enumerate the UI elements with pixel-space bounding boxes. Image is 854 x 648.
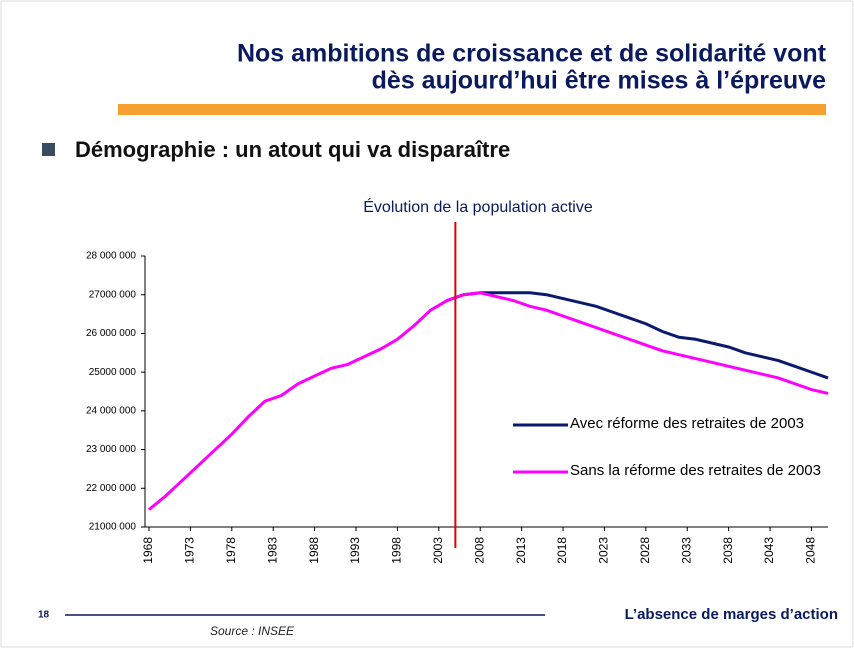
y-tick-label: 26 000 000 xyxy=(86,328,136,339)
slide-title: dès aujourd’hui être mises à l’épreuve xyxy=(372,67,826,95)
orange-rule xyxy=(118,104,826,115)
y-tick-label: 23 000 000 xyxy=(86,444,136,455)
x-tick-label: 2028 xyxy=(638,537,652,564)
y-tick-label: 24 000 000 xyxy=(86,405,136,416)
x-tick-label: 2018 xyxy=(555,537,569,564)
x-tick-label: 1983 xyxy=(265,537,279,564)
x-tick-label: 2008 xyxy=(472,537,486,564)
x-tick-label: 1993 xyxy=(348,537,362,564)
x-tick-label: 2033 xyxy=(679,537,693,564)
series-line xyxy=(446,291,829,380)
series-line xyxy=(148,291,829,511)
bullet-square xyxy=(42,143,55,156)
page-number: 18 xyxy=(38,610,50,621)
slide-title: Nos ambitions de croissance et de solida… xyxy=(237,40,827,68)
x-tick-label: 1968 xyxy=(141,537,155,564)
x-tick-label: 1978 xyxy=(224,537,238,564)
x-tick-label: 2023 xyxy=(597,537,611,564)
x-tick-label: 1988 xyxy=(307,537,321,564)
x-tick-label: 2013 xyxy=(514,537,528,564)
x-tick-label: 1973 xyxy=(183,537,197,564)
x-tick-label: 2003 xyxy=(431,537,445,564)
footer-text: L’absence de marges d’action xyxy=(625,606,838,623)
x-tick-label: 2038 xyxy=(721,537,735,564)
y-tick-label: 22 000 000 xyxy=(86,483,136,494)
source: Source : INSEE xyxy=(210,624,295,638)
x-tick-label: 2048 xyxy=(804,537,818,564)
x-tick-label: 1998 xyxy=(390,537,404,564)
x-tick-label: 2043 xyxy=(762,537,776,564)
y-tick-label: 25000 000 xyxy=(89,367,137,378)
chart-title: Évolution de la population active xyxy=(363,197,593,216)
legend-label: Avec réforme des retraites de 2003 xyxy=(570,415,805,432)
y-tick-label: 28 000 000 xyxy=(86,251,136,262)
bullet-text: Démographie : un atout qui va disparaîtr… xyxy=(75,137,510,162)
y-tick-label: 27000 000 xyxy=(89,289,137,300)
legend-label: Sans la réforme des retraites de 2003 xyxy=(570,462,821,479)
y-tick-label: 21000 000 xyxy=(89,522,137,533)
